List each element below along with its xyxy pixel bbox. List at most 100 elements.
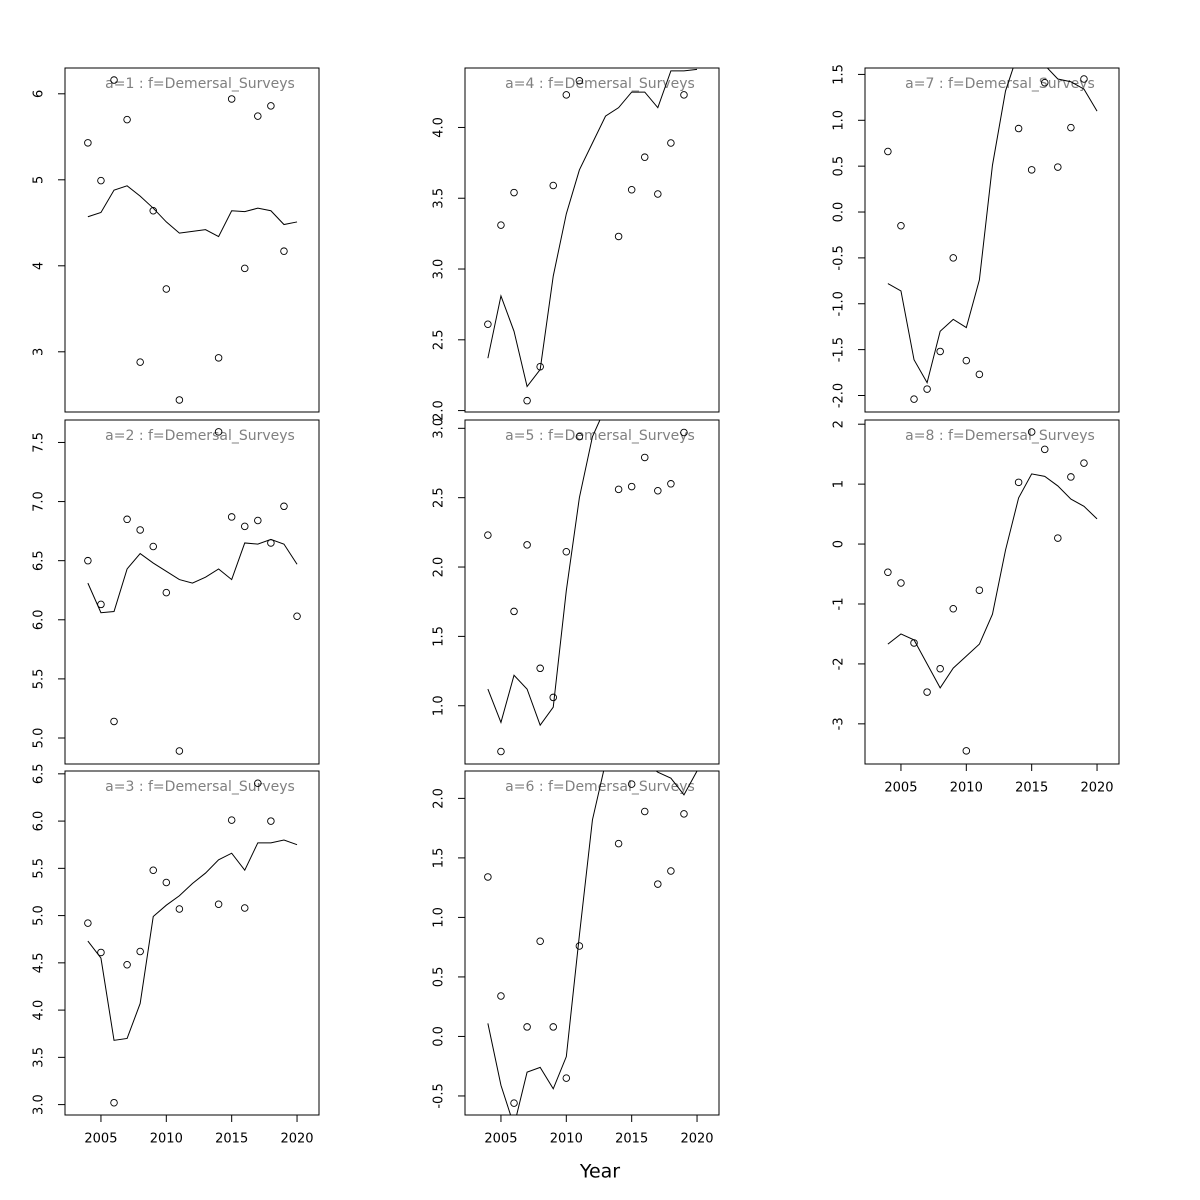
y-tick-label: 1.0 (832, 110, 847, 131)
observed-point (975, 370, 984, 379)
fitted-line (87, 185, 298, 238)
y-tick-label: 5.5 (32, 858, 47, 879)
y-tick-label: 5.0 (32, 728, 47, 749)
observed-point (240, 522, 249, 531)
y-tick-label: 2.0 (432, 788, 447, 809)
y-tick-label: 3 (32, 348, 47, 356)
observed-point (1054, 163, 1062, 171)
observed-point (175, 747, 184, 755)
observed-point (1067, 123, 1075, 132)
observed-point (214, 900, 223, 909)
observed-point (654, 190, 662, 198)
observed-point (884, 147, 892, 156)
panel-title: a=2 : f=Demersal_Surveys (105, 428, 295, 444)
y-tick-label: 3.0 (432, 259, 447, 280)
observed-point (1040, 445, 1049, 454)
observed-point (1080, 459, 1088, 467)
y-tick-label: 7.5 (32, 432, 47, 453)
panel-title: a=1 : f=Demersal_Surveys (105, 76, 295, 92)
observed-point (614, 232, 623, 241)
y-tick-label: -1.0 (832, 291, 847, 316)
observed-point (293, 612, 301, 620)
x-axis-label: Year (579, 1161, 620, 1183)
panel: -3 -2 -1 0 1 2 2005 2010 2015 2020 a=8 : f=Demersa… (832, 419, 1120, 796)
panel: 2.0 2.5 3.0 3.5 4.0 a=4 : f=Demersal_Surveys (432, 67, 720, 421)
fitted-line (87, 839, 298, 1041)
observed-point (149, 542, 157, 551)
observed-point (240, 264, 249, 273)
observed-point (562, 91, 571, 99)
y-tick-label: -0.5 (832, 245, 847, 270)
panel-title: a=3 : f=Demersal_Surveys (105, 779, 295, 795)
observed-point (97, 176, 105, 185)
y-tick-label: 5.5 (32, 669, 47, 690)
observed-point (667, 139, 675, 147)
y-tick-label: -2.0 (832, 383, 847, 408)
observed-point (136, 947, 144, 956)
observed-point (84, 919, 92, 927)
observed-point (149, 207, 157, 215)
observed-point (214, 428, 223, 436)
plot-area (884, 68, 1098, 403)
observed-point (267, 102, 275, 110)
observed-point (484, 531, 492, 539)
panel-title: a=8 : f=Demersal_Surveys (905, 428, 1095, 444)
observed-point (575, 76, 584, 85)
x-tick-label: 2010 (950, 781, 983, 796)
y-tick-label: 6.0 (32, 811, 47, 832)
y-tick-label: 2.5 (432, 487, 447, 508)
observed-point (614, 839, 623, 848)
observed-point (654, 486, 662, 495)
y-tick-label: 1 (832, 480, 847, 488)
y-tick-label: 1.0 (432, 907, 447, 928)
y-tick-label: 2.0 (432, 557, 447, 578)
y-tick-label: 3.5 (32, 1047, 47, 1068)
x-tick-label: 2005 (84, 1132, 117, 1147)
observed-point (910, 395, 918, 403)
observed-point (254, 112, 262, 120)
y-tick-label: -1.5 (832, 337, 847, 362)
y-tick-label: 5 (32, 176, 47, 184)
observed-point (549, 181, 557, 190)
observed-point (562, 1074, 571, 1082)
y-tick-label: 3.0 (432, 418, 447, 439)
observed-point (1014, 124, 1023, 133)
y-tick-label: 6 (32, 90, 47, 98)
observed-point (110, 76, 118, 84)
observed-point (975, 586, 984, 594)
fitted-line (487, 68, 698, 388)
observed-point (175, 905, 184, 913)
y-tick-label: 4 (32, 262, 47, 270)
y-tick-label: 0.0 (432, 1026, 447, 1047)
y-tick-label: 4.0 (32, 1000, 47, 1021)
y-tick-label: 6.5 (32, 763, 47, 784)
observed-point (523, 541, 531, 549)
observed-point (962, 356, 971, 365)
observed-point (936, 347, 944, 356)
observed-point (484, 873, 492, 881)
observed-point (523, 396, 531, 405)
observed-point (240, 904, 249, 912)
x-tick-label: 2020 (280, 1132, 313, 1147)
observed-point (640, 153, 649, 161)
observed-point (484, 320, 492, 328)
observed-point (923, 688, 931, 696)
observed-point (497, 992, 505, 1000)
observed-point (149, 866, 157, 874)
panel: 1.0 1.5 2.0 2.5 3.0 a=5 : f=Demersal_Surveys (432, 418, 720, 765)
y-tick-label: 3.5 (432, 188, 447, 209)
observed-point (884, 568, 892, 576)
panel-title: a=5 : f=Demersal_Surveys (505, 428, 695, 444)
y-tick-label: 3.0 (32, 1094, 47, 1115)
observed-point (1054, 534, 1062, 542)
fitted-line (487, 420, 601, 727)
panel: 3.0 3.5 4.0 4.5 5.0 5.5 6.0 6.5 2005 2010 2015 2020… (32, 763, 320, 1147)
plot-area (884, 428, 1098, 755)
plot-area (84, 779, 298, 1107)
y-tick-label: 0.0 (832, 202, 847, 223)
observed-point (254, 779, 262, 788)
observed-point (510, 607, 518, 616)
observed-point (227, 513, 236, 521)
